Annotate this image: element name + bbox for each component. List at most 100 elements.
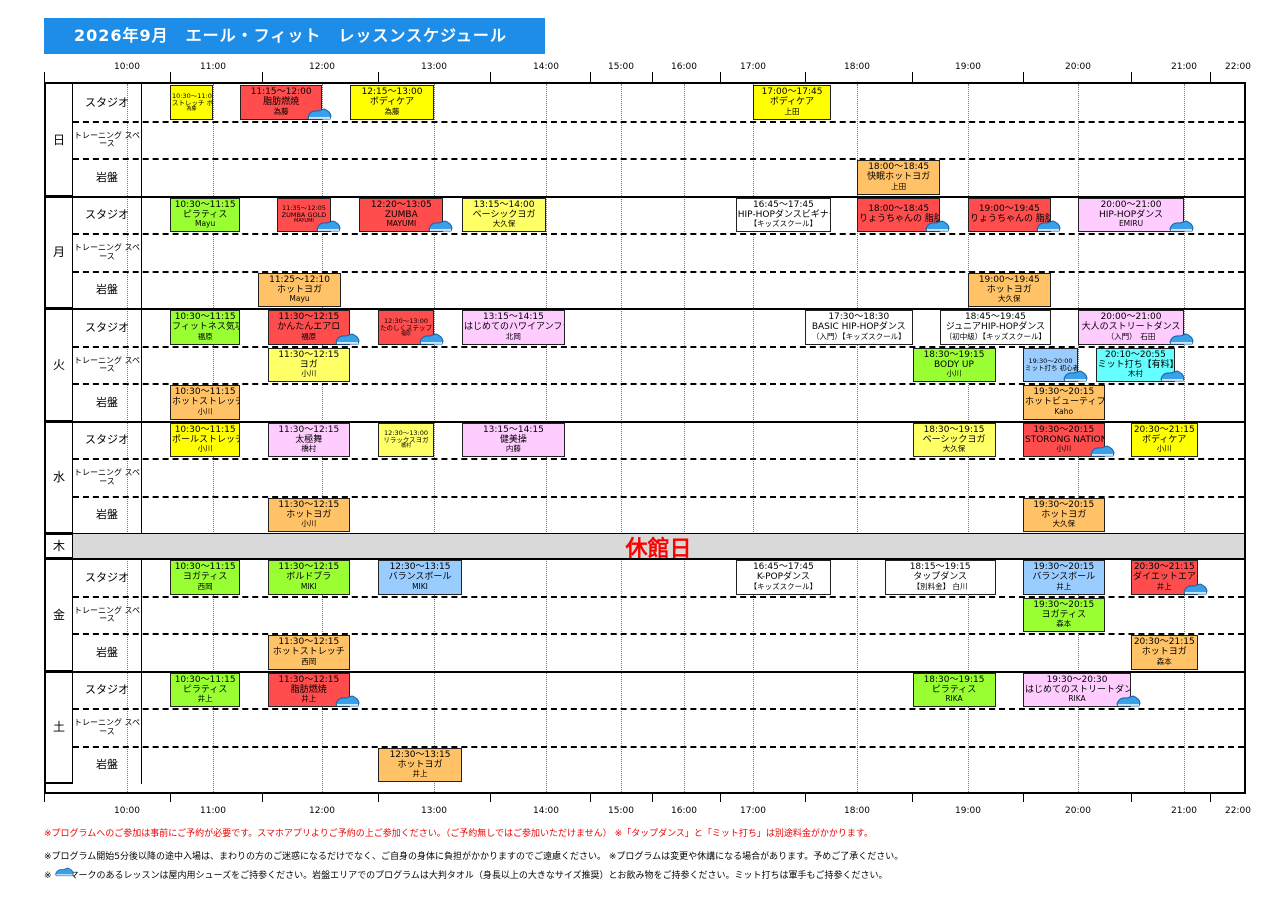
time-tick xyxy=(1023,794,1024,802)
lesson-block[interactable]: 12:30〜13:00 リラックスヨガ 橋村 xyxy=(378,422,434,457)
area-divider xyxy=(73,270,1244,273)
lesson-time: 12:20〜13:05 xyxy=(370,199,432,210)
lesson-block[interactable]: 19:30〜20:15 ヨガティス 森本 xyxy=(1023,597,1105,632)
lesson-time: 18:00〜18:45 xyxy=(868,162,930,173)
lesson-block[interactable]: 18:30〜19:15 ピラティス RIKA xyxy=(912,672,996,707)
lesson-block[interactable]: 11:30〜12:15 脂肪燃焼 井上 xyxy=(267,672,350,707)
time-tick xyxy=(44,72,45,82)
lesson-block[interactable]: 19:30〜20:15 STORONG NATION 小川 xyxy=(1023,422,1105,457)
day-label: 土 xyxy=(46,671,73,784)
day-label: 木 xyxy=(46,534,73,559)
time-tick xyxy=(170,72,171,82)
lesson-block[interactable]: 12:20〜13:05 ZUMBA MAYUMI xyxy=(359,197,444,232)
area-label-training: トレーニング スペース xyxy=(73,234,142,272)
lesson-name: かんたんエアロ xyxy=(277,322,341,333)
lesson-block[interactable]: 20:30〜21:15 ホットヨガ 森本 xyxy=(1131,635,1198,670)
lesson-block[interactable]: 18:45〜19:45 ジュニアHIP-HOPダンス （初中級）【キッズスクール】 xyxy=(940,310,1051,345)
lesson-name: ホットヨガ xyxy=(1141,647,1187,658)
lesson-block[interactable]: 10:30〜11:15 ピラティス Mayu xyxy=(170,197,241,232)
lesson-block[interactable]: 19:00〜19:45 ホットヨガ 大久保 xyxy=(968,272,1051,307)
lesson-block[interactable]: 20:10〜20:55 ミット打ち【有料】 木村 xyxy=(1095,347,1176,382)
time-tick xyxy=(262,794,263,802)
lesson-block[interactable]: 10:30〜11:15 ピラティス 井上 xyxy=(170,672,241,707)
lesson-block[interactable]: 19:30〜20:15 バランスボール 井上 xyxy=(1023,560,1105,595)
time-tick xyxy=(1023,72,1024,82)
lesson-block[interactable]: 11:30〜12:15 太極舞 橋村 xyxy=(267,422,350,457)
lesson-block[interactable]: 20:30〜21:15ダイエットエアロ井上 xyxy=(1131,560,1198,595)
time-label-top: 21:00 xyxy=(1171,62,1197,72)
lesson-name: バランスボール xyxy=(1032,572,1096,583)
area-divider xyxy=(73,345,1244,348)
time-label-top: 18:00 xyxy=(844,62,870,72)
lesson-block[interactable]: 19:30〜20:30 はじめてのストリートダンス RIKA xyxy=(1023,672,1131,707)
lesson-name: ホットヨガ xyxy=(277,284,323,295)
lesson-time: 19:00〜19:45 xyxy=(978,274,1040,285)
lesson-block[interactable]: 11:30〜12:15 ホットストレッチ 西岡 xyxy=(267,635,350,670)
closed-day-banner: 休館日 xyxy=(73,534,1244,562)
lesson-block[interactable]: 17:00〜17:45 ボディケア 上田 xyxy=(753,85,831,120)
lesson-block[interactable]: 13:15〜14:15 健美操 内藤 xyxy=(462,422,565,457)
lesson-block[interactable]: 10:30〜11:15 ホットストレッチ 小川 xyxy=(170,385,241,420)
time-tick xyxy=(378,72,379,82)
lesson-block[interactable]: 18:15〜19:15 タップダンス 【別料金】 白川 xyxy=(884,560,996,595)
lesson-block[interactable]: 18:30〜19:15 BODY UP 小川 xyxy=(912,347,996,382)
lesson-name: ダイエットエアロ xyxy=(1133,572,1197,583)
lesson-time: 18:15〜19:15 xyxy=(909,562,971,573)
lesson-block[interactable]: 20:30〜21:15 ボディケア 小川 xyxy=(1131,422,1198,457)
lesson-instructor: 大久保 xyxy=(998,294,1021,304)
lesson-block[interactable]: 10:30〜11:15 ポールストレッチ 小川 xyxy=(170,422,241,457)
lesson-name: BODY UP xyxy=(934,359,974,370)
lesson-block[interactable]: 18:00〜18:45 快眠ホットヨガ 上田 xyxy=(857,160,941,195)
time-tick xyxy=(1210,794,1211,802)
lesson-time: 17:30〜18:30 xyxy=(828,312,890,323)
lesson-block[interactable]: 16:45〜17:45 K-POPダンス 【キッズスクール】 xyxy=(735,560,831,595)
time-label-top: 10:00 xyxy=(114,62,140,72)
lesson-instructor: 内藤 xyxy=(505,444,521,454)
lesson-block[interactable]: 16:45〜17:45 HIP-HOPダンスビギナー 【キッズスクール】 xyxy=(735,197,831,232)
lesson-block[interactable]: 10:30〜11:15 フィットネス気功 福原 xyxy=(170,310,241,345)
lesson-block[interactable]: 12:15〜13:00 ボディケア 為藤 xyxy=(350,85,434,120)
lesson-block[interactable]: 20:00〜21:00 大人のストリートダンス （入門） 石田 xyxy=(1078,310,1184,345)
time-tick xyxy=(1210,72,1211,82)
lesson-block[interactable]: 10:30〜11:15 ヨガティス 西岡 xyxy=(170,560,241,595)
lesson-block[interactable]: 11:30〜12:15 かんたんエアロ 福原 xyxy=(267,310,350,345)
lesson-instructor: 森本 xyxy=(1056,619,1072,629)
lesson-name: HIP-HOPダンス xyxy=(1099,209,1163,220)
lesson-block[interactable]: 11:15〜12:00 脂肪燃焼 為藤 xyxy=(240,85,322,120)
lesson-name: 大人のストリートダンス xyxy=(1081,322,1181,333)
lesson-instructor: 北岡 xyxy=(505,331,521,341)
area-divider xyxy=(73,745,1244,748)
day-divider xyxy=(46,195,1244,198)
lesson-block[interactable]: 17:30〜18:30 BASIC HIP-HOPダンス （入門）【キッズスクール】 xyxy=(805,310,913,345)
area-label-training: トレーニング スペース xyxy=(73,121,142,159)
lesson-time: 20:00〜21:00 xyxy=(1100,312,1162,323)
area-label-studio: スタジオ xyxy=(73,84,142,122)
lesson-block[interactable]: 20:00〜21:00 HIP-HOPダンス EMIRU xyxy=(1078,197,1184,232)
lesson-block[interactable]: 11:30〜12:15 ホットヨガ 小川 xyxy=(267,497,350,532)
area-divider xyxy=(73,495,1244,498)
lesson-block[interactable]: 11:30〜12:15 ボルドブラ MIKI xyxy=(267,560,350,595)
lesson-time: 10:30〜11:15 xyxy=(174,387,236,398)
lesson-time: 20:30〜21:15 xyxy=(1133,637,1195,648)
lesson-block[interactable]: 11:25〜12:10 ホットヨガ Mayu xyxy=(258,272,341,307)
lesson-name: ピラティス xyxy=(931,684,977,695)
lesson-block[interactable]: 12:30〜13:15 バランスボール MIKI xyxy=(378,560,462,595)
area-divider xyxy=(73,708,1244,710)
lesson-block[interactable]: 11:30〜12:15 ヨガ 小川 xyxy=(267,347,350,382)
lesson-time: 19:30〜20:15 xyxy=(1033,599,1095,610)
lesson-block[interactable]: 13:15〜14:00 ベーシックヨガ 大久保 xyxy=(462,197,546,232)
lesson-time: 11:25〜12:10 xyxy=(269,274,330,285)
area-divider xyxy=(73,120,1244,123)
lesson-instructor: 橋村 xyxy=(400,443,411,450)
lesson-instructor: MIKI xyxy=(300,581,317,591)
lesson-block[interactable]: 12:30〜13:15 ホットヨガ 井上 xyxy=(378,747,462,782)
lesson-block[interactable]: 13:15〜14:15 はじめてのハワイアンフラ 北岡 xyxy=(462,310,565,345)
lesson-block[interactable]: 18:30〜19:15 ベーシックヨガ 大久保 xyxy=(912,422,996,457)
day-divider xyxy=(46,420,1244,423)
lesson-time: 20:00〜21:00 xyxy=(1100,199,1162,210)
lesson-block[interactable]: 19:30〜20:15 ホットヨガ 大久保 xyxy=(1023,497,1105,532)
